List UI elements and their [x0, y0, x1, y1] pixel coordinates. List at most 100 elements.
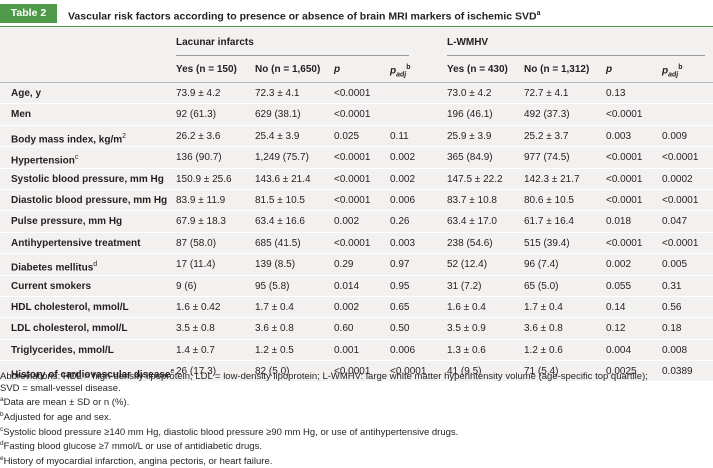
- column-header: No (n = 1,312): [524, 64, 589, 75]
- data-table: Lacunar infarcts L-WMHV Yes (n = 150) No …: [0, 28, 713, 383]
- table-cell: 0.14: [606, 301, 626, 313]
- table-cell: 139 (8.5): [255, 259, 296, 271]
- table-cell: 52 (12.4): [447, 259, 488, 271]
- column-header: Yes (n = 150): [176, 64, 237, 75]
- table-cell: 25.4 ± 3.9: [255, 130, 300, 142]
- row-label-text: Pulse pressure, mm Hg: [11, 216, 123, 228]
- column-header-subscript: adj: [668, 71, 679, 79]
- table-cell: 0.13: [606, 88, 626, 99]
- column-header-text: p: [606, 64, 613, 75]
- footnote: SVD = small-vessel disease.: [0, 383, 713, 395]
- table-cell: 0.26: [390, 216, 410, 228]
- table-cell: 0.003: [390, 237, 416, 249]
- column-header: padjb: [662, 64, 683, 78]
- table-cell: <0.0001: [606, 237, 643, 249]
- table-cell: 0.95: [390, 280, 410, 292]
- table-cell: 3.6 ± 0.8: [524, 323, 563, 335]
- row-label-text: HDL cholesterol, mmol/L: [11, 301, 129, 313]
- table-cell: 143.6 ± 21.4: [255, 173, 311, 185]
- table-cell: 0.12: [606, 323, 626, 335]
- table-row: Current smokers 9 (6) 95 (5.8) 0.014 0.95 31 …: [0, 276, 713, 297]
- table-cell: 0.005: [662, 259, 688, 271]
- table-cell: <0.0001: [606, 109, 643, 121]
- table-cell: 150.9 ± 25.6: [176, 173, 232, 185]
- table-row: LDL cholesterol, mmol/L 3.5 ± 0.8 3.6 ± 0.…: [0, 318, 713, 340]
- row-label: Triglycerides, mmol/L: [11, 345, 114, 356]
- table-cell: 136 (90.7): [176, 152, 222, 164]
- table-cell: 0.001: [334, 344, 360, 356]
- table-cell: 365 (84.9): [447, 152, 493, 164]
- table-cell: 629 (38.1): [255, 109, 301, 121]
- row-label-text: Body mass index, kg/m: [11, 134, 123, 146]
- footnote-text: Adjusted for age and sex.: [3, 412, 112, 424]
- row-label-text: Age, y: [11, 88, 42, 99]
- footnote: bAdjusted for age and sex.: [0, 409, 713, 424]
- row-label-text: Systolic blood pressure, mm Hg: [11, 173, 164, 185]
- table-cell: 26.2 ± 3.6: [176, 130, 221, 142]
- row-label: Systolic blood pressure, mm Hg: [11, 174, 164, 185]
- row-label: Men: [11, 109, 31, 120]
- table-cell: 0.055: [606, 280, 632, 292]
- table-cell: 0.008: [662, 344, 688, 356]
- row-label: Diabetes mellitusd: [11, 259, 97, 273]
- table-cell: 81.5 ± 10.5: [255, 194, 305, 206]
- table-cell: 17 (11.4): [176, 259, 216, 271]
- table-cell: 0.002: [334, 301, 360, 313]
- group-label-lacunar: Lacunar infarcts: [176, 37, 254, 48]
- footnote-marker: c: [0, 425, 4, 433]
- table-cell: 0.047: [662, 216, 688, 228]
- table-cell: 31 (7.2): [447, 280, 482, 292]
- table-row: History of cardiovascular diseasee 26 (17…: [0, 361, 713, 383]
- row-label-text: Hypertension: [11, 155, 75, 167]
- table-cell: 0.002: [606, 259, 632, 271]
- table-cell: 25.2 ± 3.7: [524, 130, 569, 142]
- table-cell: 0.025: [334, 130, 360, 142]
- row-label: History of cardiovascular diseasee: [11, 366, 174, 380]
- column-header-text: No (n = 1,650): [255, 64, 321, 75]
- footnote-text: Abbreviations: HDL = high-density lipopr…: [0, 371, 648, 382]
- table-row: Triglycerides, mmol/L 1.4 ± 0.7 1.2 ± 0.5 0…: [0, 340, 713, 362]
- table-cell: 96 (7.4): [524, 259, 559, 271]
- column-header: p: [334, 64, 340, 75]
- table-cell: 72.3 ± 4.1: [255, 88, 300, 99]
- table-cell: 0.006: [390, 194, 416, 206]
- row-label: HDL cholesterol, mmol/L: [11, 302, 129, 313]
- row-label: Hypertensionc: [11, 152, 78, 166]
- table-cell: 142.3 ± 21.7: [524, 173, 580, 185]
- table-cell: 0.18: [662, 323, 682, 335]
- row-label: Age, y: [11, 88, 41, 99]
- table-cell: 1.3 ± 0.6: [447, 344, 486, 356]
- table-cell: 0.56: [662, 301, 682, 313]
- table-cell: 0.006: [390, 344, 416, 356]
- table-row: Pulse pressure, mm Hg 67.9 ± 18.3 63.4 ± 1…: [0, 211, 713, 233]
- table-cell: <0.0001: [334, 173, 371, 185]
- table-cell: 72.7 ± 4.1: [524, 88, 569, 99]
- table-cell: 25.9 ± 3.9: [447, 130, 492, 142]
- table-cell: <0.0001: [606, 173, 643, 185]
- table-cell: 0.65: [390, 301, 410, 313]
- table-cell: 0.014: [334, 280, 360, 292]
- table-cell: 196 (46.1): [447, 109, 493, 121]
- table-cell: 1.2 ± 0.6: [524, 344, 563, 356]
- table-cell: <0.0001: [662, 237, 699, 249]
- table-row: Age, y 73.9 ± 4.2 72.3 ± 4.1 <0.0001 73.0 ± …: [0, 83, 713, 105]
- column-header-text: p: [390, 65, 397, 77]
- table-cell: 73.9 ± 4.2: [176, 88, 221, 99]
- table-cell: 63.4 ± 16.6: [255, 216, 305, 228]
- table-cell: 0.009: [662, 130, 688, 142]
- column-header: No (n = 1,650): [255, 64, 320, 75]
- table-row: Antihypertensive treatment 87 (58.0) 685 (…: [0, 233, 713, 255]
- table-cell: 0.60: [334, 323, 354, 335]
- table-cell: 0.004: [606, 344, 632, 356]
- table-title-footnote-marker: a: [536, 10, 541, 17]
- table-cell: 0.002: [334, 216, 360, 228]
- row-label-text: Current smokers: [11, 280, 92, 292]
- row-label-footnote-marker: 2: [122, 132, 127, 140]
- table-cell: 71 (5.4): [524, 366, 559, 378]
- table-cell: <0.0001: [606, 194, 643, 206]
- table-cell: <0.0001: [334, 194, 371, 206]
- table-cell: 73.0 ± 4.2: [447, 88, 492, 99]
- footnote-text: SVD = small-vessel disease.: [0, 382, 121, 394]
- table-cell: <0.0001: [334, 152, 371, 164]
